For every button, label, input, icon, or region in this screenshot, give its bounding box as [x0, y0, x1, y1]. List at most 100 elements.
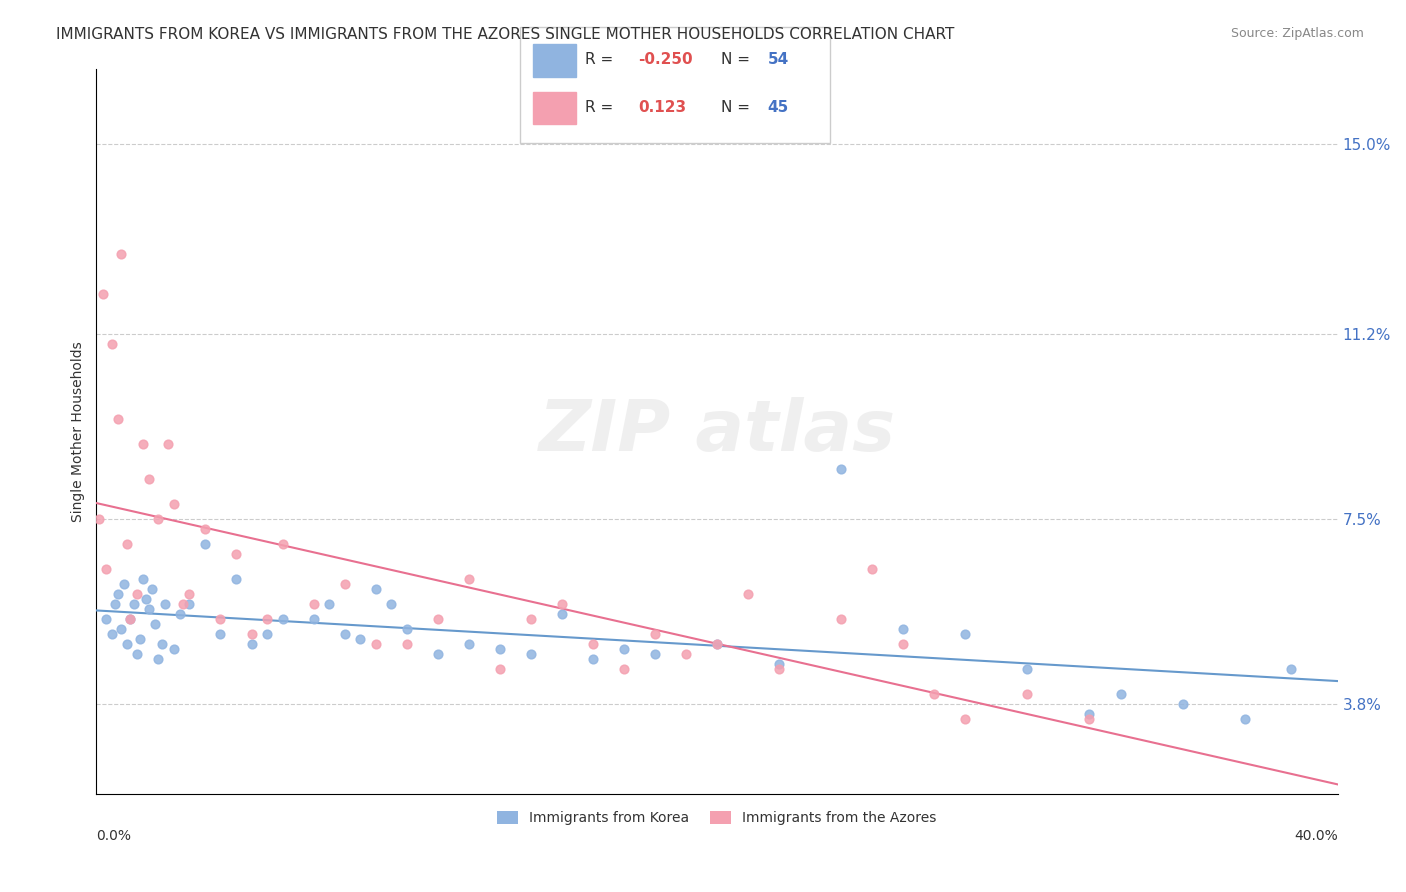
Legend: Immigrants from Korea, Immigrants from the Azores: Immigrants from Korea, Immigrants from t…: [492, 805, 942, 830]
Point: [737, 587, 759, 601]
Point: [395, 637, 418, 651]
Point: [1109, 687, 1132, 701]
Point: [551, 607, 574, 621]
Point: [153, 597, 176, 611]
Point: [148, 652, 170, 666]
Text: 0.0%: 0.0%: [97, 830, 131, 843]
Point: [240, 637, 263, 651]
Point: [891, 637, 914, 651]
Point: [302, 612, 325, 626]
Point: [256, 612, 278, 626]
Point: [488, 642, 510, 657]
Text: Source: ZipAtlas.com: Source: ZipAtlas.com: [1230, 27, 1364, 40]
Point: [349, 632, 371, 646]
Text: 45: 45: [768, 101, 789, 115]
Point: [364, 637, 387, 651]
Point: [122, 597, 145, 611]
Point: [163, 497, 186, 511]
Point: [104, 597, 127, 611]
Point: [457, 637, 479, 651]
Point: [256, 627, 278, 641]
Text: ZIP atlas: ZIP atlas: [538, 397, 896, 466]
Point: [132, 572, 155, 586]
Point: [91, 286, 114, 301]
Point: [94, 562, 117, 576]
Point: [194, 537, 217, 551]
Point: [1279, 662, 1302, 676]
Text: 40.0%: 40.0%: [1294, 830, 1337, 843]
Point: [675, 647, 697, 661]
Point: [426, 647, 449, 661]
Point: [457, 572, 479, 586]
Point: [141, 582, 163, 596]
Point: [955, 627, 977, 641]
Text: 0.123: 0.123: [638, 101, 686, 115]
Point: [101, 627, 124, 641]
Point: [110, 246, 132, 260]
Point: [225, 572, 247, 586]
Point: [150, 637, 173, 651]
Point: [117, 637, 139, 651]
Point: [125, 587, 148, 601]
Point: [138, 602, 160, 616]
Point: [1017, 687, 1039, 701]
Point: [194, 522, 217, 536]
Point: [125, 647, 148, 661]
Point: [271, 537, 294, 551]
Point: [135, 592, 157, 607]
FancyBboxPatch shape: [520, 27, 830, 143]
Point: [924, 687, 946, 701]
Point: [551, 597, 574, 611]
Point: [768, 662, 790, 676]
Point: [520, 647, 543, 661]
Point: [1171, 697, 1194, 711]
Point: [380, 597, 402, 611]
Point: [1078, 712, 1101, 726]
Point: [148, 512, 170, 526]
Point: [94, 612, 117, 626]
Point: [89, 512, 111, 526]
Point: [117, 537, 139, 551]
Point: [613, 662, 636, 676]
Point: [333, 627, 356, 641]
Point: [101, 336, 124, 351]
Point: [209, 627, 232, 641]
Point: [613, 642, 636, 657]
Point: [520, 612, 543, 626]
Point: [830, 612, 852, 626]
Bar: [533, 92, 576, 124]
Text: IMMIGRANTS FROM KOREA VS IMMIGRANTS FROM THE AZORES SINGLE MOTHER HOUSEHOLDS COR: IMMIGRANTS FROM KOREA VS IMMIGRANTS FROM…: [56, 27, 955, 42]
Point: [110, 622, 132, 636]
Point: [891, 622, 914, 636]
Point: [333, 577, 356, 591]
Point: [169, 607, 191, 621]
Point: [582, 637, 605, 651]
Point: [120, 612, 142, 626]
Point: [271, 612, 294, 626]
Point: [107, 412, 129, 426]
Point: [644, 627, 666, 641]
Point: [1017, 662, 1039, 676]
Point: [302, 597, 325, 611]
Point: [112, 577, 135, 591]
Point: [107, 587, 129, 601]
Point: [209, 612, 232, 626]
Point: [706, 637, 728, 651]
Point: [225, 547, 247, 561]
Point: [179, 587, 201, 601]
Point: [955, 712, 977, 726]
Bar: [533, 44, 576, 77]
Y-axis label: Single Mother Households: Single Mother Households: [72, 341, 86, 522]
Point: [582, 652, 605, 666]
Point: [488, 662, 510, 676]
Point: [395, 622, 418, 636]
Point: [156, 437, 179, 451]
Point: [120, 612, 142, 626]
Point: [143, 617, 166, 632]
Point: [768, 657, 790, 671]
Point: [172, 597, 194, 611]
Point: [1233, 712, 1256, 726]
Text: 54: 54: [768, 52, 789, 67]
Point: [1078, 707, 1101, 722]
Point: [860, 562, 883, 576]
